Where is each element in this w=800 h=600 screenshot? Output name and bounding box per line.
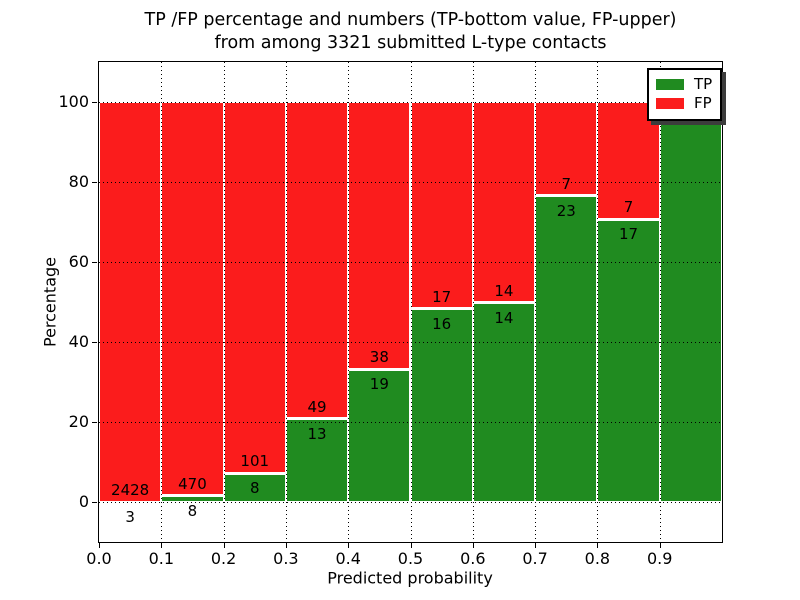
grid-line-vertical (348, 62, 350, 542)
y-tick-label: 20 (68, 412, 89, 431)
tp-bar-segment (285, 418, 349, 502)
fp-count-label: 17 (432, 287, 452, 306)
y-tick-mark (92, 502, 97, 503)
tp-count-label: 13 (307, 424, 327, 443)
y-tick-mark (92, 342, 97, 343)
chart-title-line1: TP /FP percentage and numbers (TP-bottom… (144, 10, 677, 30)
fp-bar-segment (410, 102, 473, 309)
tp-count-label: 8 (187, 501, 198, 520)
fp-bar-segment (223, 102, 286, 473)
chart-title: TP /FP percentage and numbers (TP-bottom… (98, 9, 723, 55)
x-tick-mark (223, 543, 225, 548)
x-tick-mark (161, 543, 163, 548)
x-tick-mark (99, 543, 100, 548)
tp-bar-segment (472, 302, 536, 502)
tp-swatch-icon (656, 79, 684, 90)
legend-row-fp: FP (656, 94, 712, 113)
grid-line-horizontal (99, 342, 722, 343)
x-tick-label: 0.9 (646, 549, 673, 568)
chart-title-line2: from among 3321 submitted L-type contact… (214, 33, 607, 53)
fp-count-label: 7 (561, 175, 572, 194)
fp-bar-segment (472, 102, 536, 302)
tp-bar-segment (535, 195, 598, 502)
legend-row-tp: TP (656, 75, 712, 94)
y-tick-label: 80 (68, 172, 89, 191)
y-tick-mark (92, 422, 97, 423)
fp-swatch-icon (656, 98, 684, 109)
tp-count-label: 17 (619, 225, 639, 244)
fp-count-label: 470 (178, 475, 207, 494)
grid-line-horizontal (99, 262, 722, 263)
y-tick-label: 40 (68, 332, 89, 351)
grid-line-vertical (472, 62, 474, 542)
x-axis-label: Predicted probability (327, 568, 493, 588)
x-tick-label: 0.3 (273, 549, 299, 568)
x-tick-label: 0.8 (584, 549, 611, 568)
fp-count-label: 101 (240, 452, 270, 471)
fp-bar-segment (348, 102, 411, 369)
grid-line-horizontal (99, 502, 722, 503)
y-tick-mark (92, 182, 97, 183)
plot-area: 2428347081018491338191716141472371769 TP… (98, 61, 723, 543)
grid-line-vertical (659, 62, 661, 542)
grid-line-horizontal (99, 102, 722, 103)
x-tick-mark (410, 543, 412, 548)
fp-bar-segment (161, 102, 224, 496)
y-tick-mark (92, 262, 97, 263)
x-tick-label: 0.1 (148, 549, 175, 568)
x-tick-mark (535, 543, 537, 548)
legend-label-fp: FP (694, 94, 712, 112)
tp-count-label: 23 (556, 201, 576, 220)
grid-line-vertical (285, 62, 287, 542)
y-tick-mark (92, 102, 97, 103)
tp-count-label: 14 (494, 308, 514, 327)
x-tick-label: 0.0 (86, 549, 112, 568)
legend-label-tp: TP (694, 75, 713, 93)
fp-bar-segment (99, 102, 162, 502)
x-tick-label: 0.6 (460, 549, 486, 568)
legend: TP FP (647, 68, 723, 121)
fp-count-label: 49 (307, 397, 327, 416)
fp-bar-segment (285, 102, 349, 419)
x-tick-mark (597, 543, 599, 548)
x-tick-label: 0.7 (522, 549, 548, 568)
tp-count-label: 3 (125, 508, 135, 527)
tp-bar-segment (223, 472, 286, 502)
y-tick-label: 60 (68, 252, 89, 271)
fp-count-label: 14 (494, 281, 514, 300)
tp-count-label: 19 (369, 375, 389, 394)
fp-count-label: 38 (369, 348, 389, 367)
grid-line-vertical (597, 62, 599, 542)
grid-line-vertical (535, 62, 537, 542)
x-tick-label: 0.4 (335, 549, 361, 568)
grid-line-vertical (223, 62, 225, 542)
tp-bar-segment (410, 308, 473, 502)
x-tick-mark (659, 543, 661, 548)
x-tick-mark (472, 543, 474, 548)
y-tick-label: 100 (58, 92, 89, 111)
x-tick-label: 0.2 (210, 549, 237, 568)
tp-count-label: 8 (249, 479, 260, 498)
grid-line-vertical (410, 62, 412, 542)
grid-line-horizontal (99, 422, 722, 423)
y-tick-label: 0 (78, 492, 89, 511)
fp-count-label: 2428 (111, 481, 150, 500)
x-tick-mark (285, 543, 287, 548)
grid-line-horizontal (99, 182, 722, 183)
grid-line-vertical (161, 62, 163, 542)
tp-count-label: 16 (432, 314, 452, 333)
y-axis-label: Percentage (40, 256, 60, 348)
x-tick-mark (348, 543, 350, 548)
fp-count-label: 7 (623, 198, 634, 217)
tp-bar-segment (659, 102, 722, 502)
x-tick-label: 0.5 (397, 549, 424, 568)
